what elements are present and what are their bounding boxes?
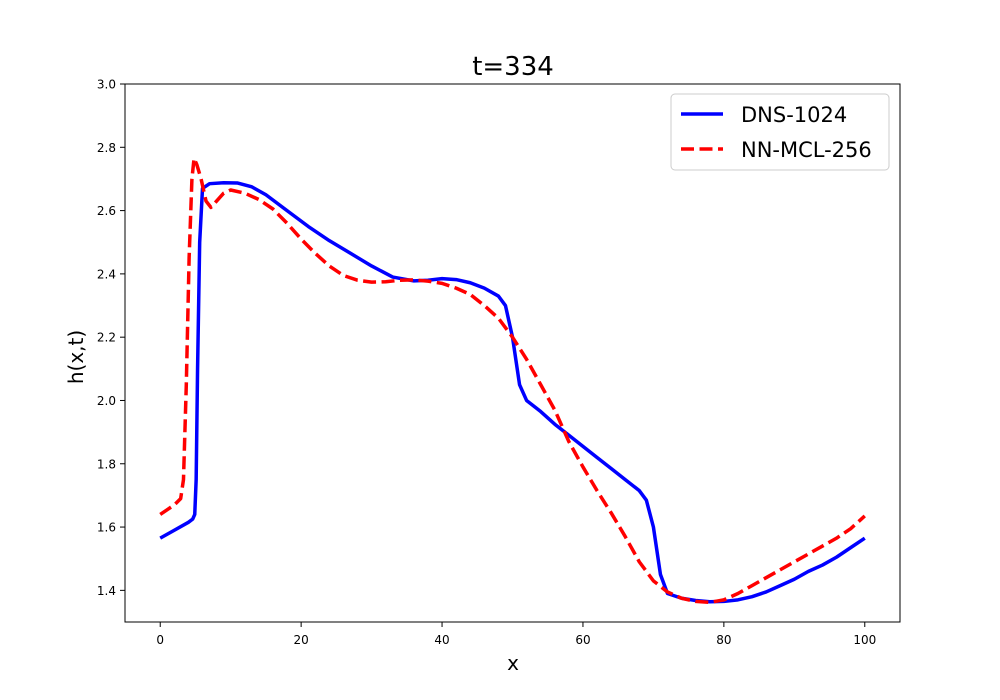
y-tick-label: 1.8 xyxy=(97,457,116,471)
y-tick-label: 2.8 xyxy=(97,141,116,155)
y-tick-label: 2.6 xyxy=(97,204,116,218)
y-axis-label: h(x,t) xyxy=(64,330,88,384)
x-tick-label: 60 xyxy=(575,633,590,647)
y-tick-label: 3.0 xyxy=(97,78,116,92)
axes-frame xyxy=(124,83,901,623)
x-tick-label: 100 xyxy=(853,633,876,647)
y-tick-label: 2.4 xyxy=(97,267,116,281)
legend-label-1: DNS-1024 xyxy=(741,103,847,127)
legend-label-2: NN-MCL-256 xyxy=(741,138,872,162)
y-tick-label: 2.2 xyxy=(97,331,116,345)
series-line-2 xyxy=(159,156,866,605)
x-tick-label: 40 xyxy=(434,633,449,647)
y-tick-label: 1.6 xyxy=(97,521,116,535)
chart-title: t=334 xyxy=(472,52,554,82)
legend-box xyxy=(670,93,890,171)
y-tick-label: 1.4 xyxy=(97,584,116,598)
x-tick-label: 20 xyxy=(293,633,308,647)
legend: DNS-1024 NN-MCL-256 xyxy=(670,93,890,171)
x-tick-label: 0 xyxy=(156,633,164,647)
plot-area: 0 20 40 60 80 100 1.4 1.6 1.8 2.0 2.2 2.4 2.6 2.8 3.0 xyxy=(97,78,901,647)
y-tick-label: 2.0 xyxy=(97,394,116,408)
x-tick-label: 80 xyxy=(716,633,731,647)
x-axis-label: x xyxy=(507,651,519,675)
